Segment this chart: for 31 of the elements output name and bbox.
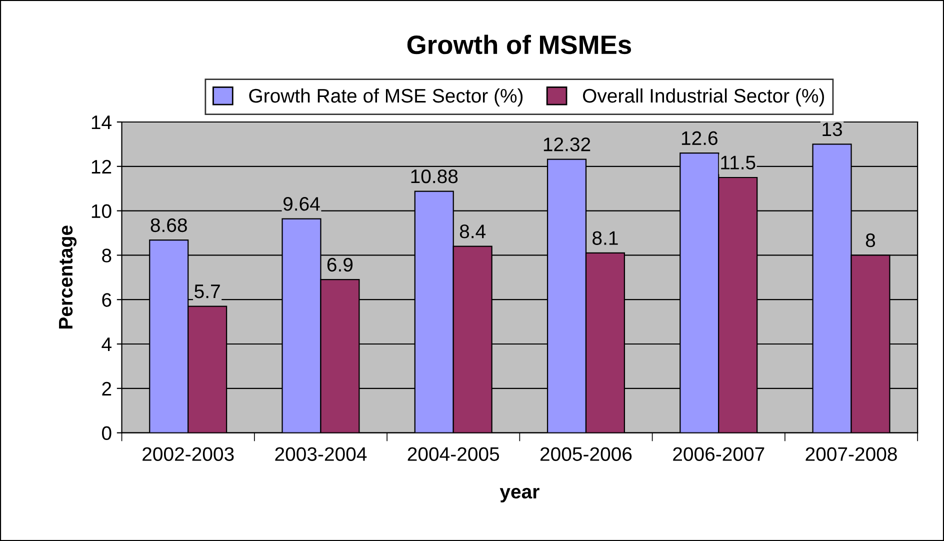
x-tick-label: 2004-2005 [408,447,500,461]
x-tick-label: 2002-2003 [142,447,234,461]
data-label: 8.1 [592,231,618,245]
x-tick-label: 2006-2007 [673,447,764,461]
data-label: 9.64 [283,197,320,211]
legend-label: Overall Industrial Sector (%) [582,88,824,107]
y-tick-label: 8 [102,248,112,262]
y-tick-label: 6 [102,293,112,307]
y-tick-label: 10 [92,204,112,218]
chart-title: Growth of MSMEs [407,34,632,54]
y-tick-label: 4 [102,338,112,352]
data-label: 8.68 [150,218,187,232]
data-label: 10.88 [411,169,458,184]
x-tick-label: 2005-2006 [540,447,632,461]
data-label: 8.4 [460,224,486,238]
y-tick-label: 12 [92,160,112,174]
data-label: 13 [822,122,842,136]
data-label: 8 [866,233,876,248]
data-label: 5.7 [194,284,220,298]
legend-label: Growth Rate of MSE Sector (%) [249,88,523,107]
y-tick-label: 0 [102,426,112,440]
x-axis-title: year [500,488,540,502]
data-label: 6.9 [327,258,353,272]
y-axis-title: Percentage [59,226,77,329]
y-tick-label: 14 [92,116,112,130]
data-label: 11.5 [721,156,756,170]
x-tick-label: 2003-2004 [275,447,367,461]
y-tick-label: 2 [102,382,112,396]
x-tick-label: 2007-2008 [806,447,897,461]
data-label: 12.32 [544,138,590,152]
data-label: 12.6 [682,131,718,146]
